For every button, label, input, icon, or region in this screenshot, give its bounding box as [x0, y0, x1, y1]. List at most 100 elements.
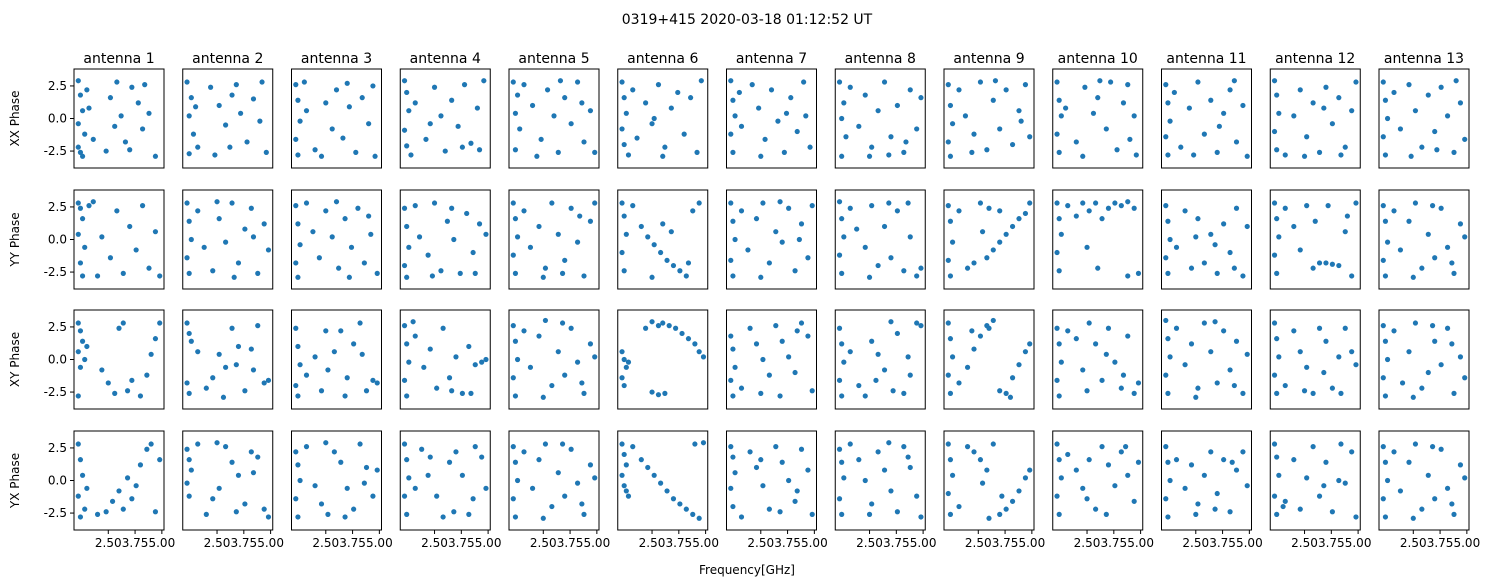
data-point: [293, 382, 299, 389]
data-point: [918, 514, 924, 520]
data-point: [1171, 89, 1177, 96]
data-point: [856, 123, 862, 129]
x-tick-label: 2.50: [1182, 536, 1209, 550]
data-point: [361, 260, 367, 266]
data-point: [728, 485, 734, 491]
data-point: [1429, 323, 1436, 329]
data-point: [1058, 231, 1064, 237]
data-point: [1338, 152, 1344, 158]
panel-frame: [1378, 430, 1470, 531]
data-point: [235, 472, 242, 478]
data-point: [625, 152, 632, 158]
data-point: [374, 270, 380, 276]
data-point: [728, 444, 734, 450]
data-point: [157, 457, 163, 463]
data-point: [581, 511, 587, 517]
data-point: [229, 200, 235, 206]
data-point: [466, 511, 472, 517]
data-point: [301, 79, 307, 85]
data-point: [459, 144, 465, 150]
panel-frame: [1052, 430, 1144, 531]
data-point: [203, 385, 209, 391]
data-point: [1093, 506, 1099, 512]
data-point: [794, 488, 800, 494]
panel-frame: [399, 189, 491, 290]
data-point: [559, 320, 566, 326]
data-point: [577, 213, 583, 219]
data-point: [1280, 503, 1286, 510]
data-point: [79, 338, 86, 344]
data-point: [1233, 467, 1240, 473]
data-point: [1382, 338, 1389, 344]
data-point: [316, 255, 322, 261]
data-point: [348, 244, 355, 250]
data-point: [841, 475, 847, 481]
data-point: [483, 356, 489, 363]
data-point: [773, 229, 779, 235]
data-point: [540, 394, 546, 400]
data-point: [107, 255, 114, 261]
data-point: [779, 459, 785, 465]
data-point: [660, 320, 666, 326]
data-point: [453, 449, 459, 455]
data-point: [223, 122, 229, 128]
data-point: [440, 325, 446, 331]
data-point: [685, 260, 692, 266]
data-point: [568, 325, 574, 331]
data-point: [423, 136, 429, 142]
data-point: [368, 231, 374, 237]
data-point: [1380, 134, 1386, 140]
data-point: [242, 388, 248, 394]
data-point: [773, 323, 779, 329]
data-point: [1191, 152, 1197, 158]
data-point: [139, 203, 146, 209]
data-point: [1397, 488, 1404, 494]
data-point: [675, 89, 681, 96]
data-point: [99, 367, 105, 373]
data-point: [1007, 394, 1014, 400]
y-tick-label: -2.5: [44, 265, 67, 279]
data-point: [303, 200, 310, 206]
data-point: [634, 135, 640, 141]
data-point: [193, 104, 199, 110]
data-point: [1240, 273, 1246, 279]
subplot-panel: [1378, 189, 1470, 290]
data-point: [1384, 239, 1391, 245]
data-point: [105, 380, 111, 386]
data-point: [318, 501, 325, 507]
data-point: [869, 338, 875, 344]
data-point: [242, 501, 248, 507]
data-point: [233, 82, 239, 88]
subplot-panel: [508, 189, 600, 290]
data-point: [1178, 144, 1184, 150]
data-point: [146, 265, 152, 271]
data-point: [875, 351, 881, 357]
data-point: [1444, 485, 1451, 491]
data-point: [666, 323, 672, 329]
data-point: [476, 147, 483, 153]
data-point: [1086, 320, 1092, 326]
data-point: [1297, 87, 1303, 93]
data-point: [1384, 356, 1391, 363]
data-point: [651, 242, 657, 248]
data-point: [1282, 382, 1288, 389]
data-point: [997, 388, 1003, 394]
y-tick-label: 2.5: [48, 79, 67, 93]
data-point: [688, 95, 694, 101]
data-point: [1022, 475, 1029, 481]
data-point: [514, 477, 521, 484]
data-point: [1274, 511, 1280, 517]
data-point: [483, 231, 489, 237]
data-point: [592, 149, 598, 155]
data-point: [1227, 367, 1233, 373]
data-point: [103, 509, 109, 515]
data-point: [135, 100, 141, 106]
data-point: [1382, 393, 1389, 399]
data-point: [986, 325, 992, 331]
data-point: [75, 231, 81, 237]
data-point: [1193, 234, 1199, 240]
data-point: [1054, 249, 1060, 256]
panel-frame: [182, 430, 274, 531]
subplot-panel: [508, 309, 600, 410]
data-point: [336, 265, 342, 271]
